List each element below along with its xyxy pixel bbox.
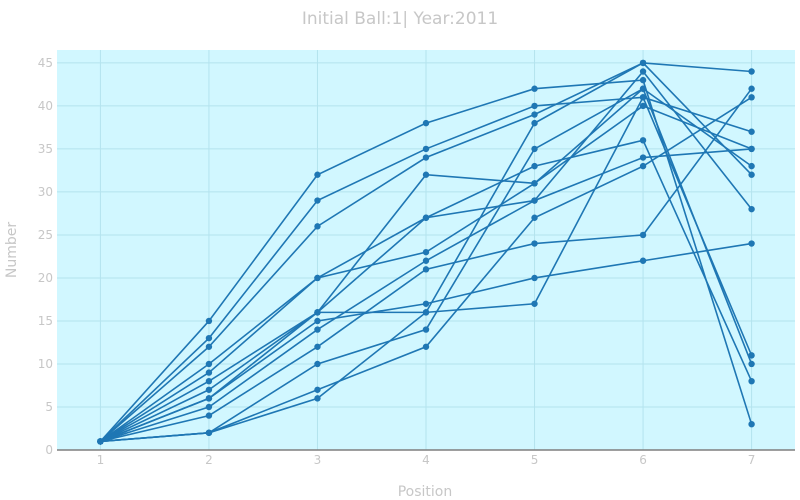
data-point (97, 438, 104, 445)
x-tick-label: 4 (422, 453, 430, 467)
data-point (748, 68, 755, 75)
data-point (422, 300, 430, 307)
data-point (422, 119, 430, 127)
x-tick-label: 6 (639, 453, 647, 467)
data-point (314, 274, 321, 282)
data-point (422, 309, 430, 316)
data-point (205, 412, 213, 419)
data-point (422, 214, 430, 221)
data-point (639, 85, 647, 92)
data-point (422, 257, 430, 264)
grid-lines (57, 50, 795, 451)
data-point (422, 171, 430, 178)
data-point (422, 154, 430, 161)
data-point (205, 343, 213, 350)
data-point (639, 231, 647, 239)
y-axis-title: Number (4, 222, 20, 278)
data-point (314, 223, 321, 230)
data-point (639, 154, 647, 161)
data-point (531, 240, 538, 247)
y-tick-label: 25 (38, 228, 53, 242)
data-point (748, 145, 755, 153)
data-point (531, 214, 538, 221)
data-point (205, 386, 213, 393)
data-point (748, 205, 755, 213)
data-point (639, 162, 647, 170)
data-point (748, 240, 755, 247)
y-tick-label: 40 (38, 99, 53, 113)
data-point (531, 102, 538, 110)
data-point (748, 377, 755, 385)
data-point (531, 145, 538, 153)
data-point (422, 326, 430, 333)
data-point (314, 326, 321, 333)
data-point (422, 343, 430, 350)
data-point (422, 145, 430, 153)
data-point (531, 111, 538, 118)
data-point (748, 360, 755, 368)
data-point (531, 300, 538, 307)
data-point (748, 85, 755, 92)
series-14 (97, 59, 755, 445)
data-point (531, 180, 538, 187)
data-point (205, 317, 213, 325)
data-point (748, 128, 755, 135)
data-point (205, 369, 213, 376)
data-point (531, 197, 538, 204)
data-point (314, 360, 321, 368)
data-point (639, 59, 647, 67)
series-10 (97, 85, 755, 445)
data-point (205, 403, 213, 411)
data-point (205, 377, 213, 385)
y-tick-label: 35 (38, 142, 53, 156)
y-tick-label: 30 (38, 185, 53, 199)
x-tick-label: 3 (314, 453, 322, 467)
data-point (314, 171, 321, 178)
data-point (639, 257, 647, 264)
data-point (205, 395, 213, 402)
x-tick-label: 2 (205, 453, 213, 467)
y-tick-label: 45 (38, 56, 53, 70)
data-point (205, 334, 213, 342)
data-point (314, 317, 321, 325)
y-tick-label: 0 (45, 443, 53, 457)
data-point (748, 162, 755, 170)
data-point (531, 162, 538, 170)
y-tick-label: 15 (38, 314, 53, 328)
data-point (531, 85, 538, 92)
data-point (422, 266, 430, 273)
data-point (314, 343, 321, 350)
data-point (748, 352, 755, 359)
data-point (639, 68, 647, 75)
data-point (639, 76, 647, 84)
x-tick-label: 5 (531, 453, 539, 467)
data-point (748, 94, 755, 101)
data-point (205, 360, 213, 368)
chart-title: Initial Ball:1| Year:2011 (302, 9, 498, 29)
data-point (531, 274, 538, 282)
data-point (639, 94, 647, 101)
data-point (531, 119, 538, 127)
y-tick-label: 10 (38, 357, 53, 371)
data-point (314, 309, 321, 316)
data-point (314, 197, 321, 204)
data-point (748, 171, 755, 178)
x-axis-title: Position (398, 484, 453, 500)
data-point (422, 248, 430, 256)
data-point (748, 420, 755, 428)
data-point (639, 137, 647, 144)
x-tick-label: 7 (748, 453, 756, 467)
data-point (314, 395, 321, 402)
y-tick-label: 5 (45, 400, 53, 414)
x-tick-label: 1 (97, 453, 105, 467)
series-layer (97, 59, 755, 445)
data-point (314, 386, 321, 393)
data-point (639, 102, 647, 110)
y-tick-label: 20 (38, 271, 53, 285)
data-point (205, 429, 213, 436)
